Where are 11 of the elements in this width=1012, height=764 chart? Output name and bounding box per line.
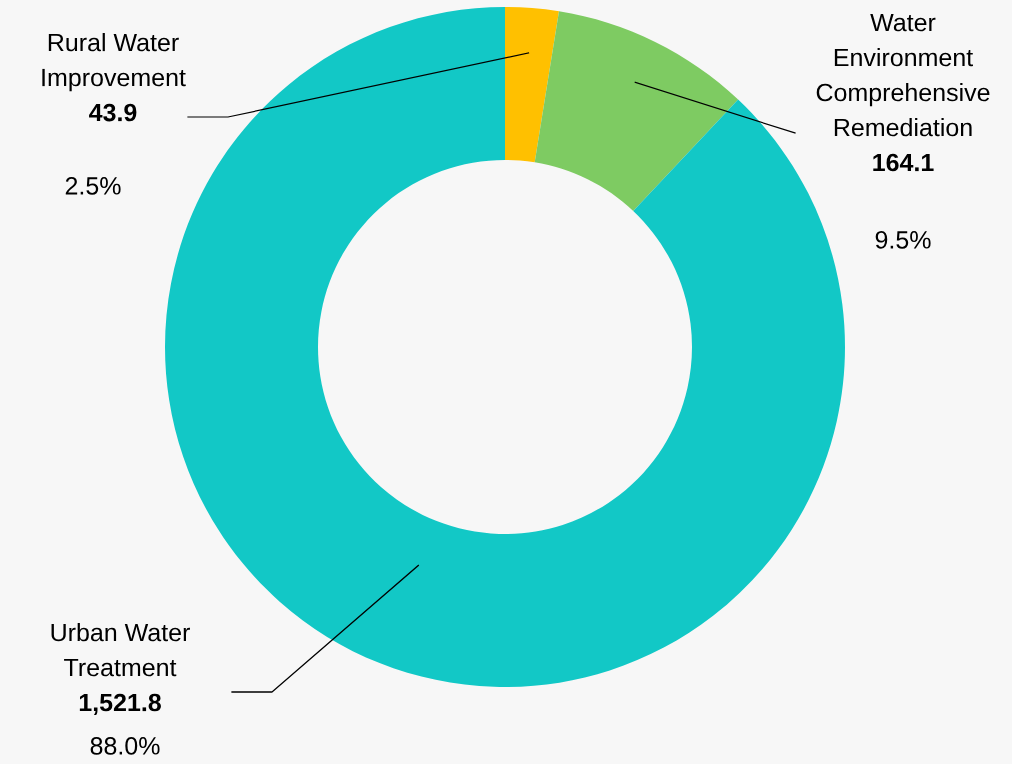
data-label: 1,521.8 <box>79 693 161 715</box>
slice-label: Rural Water Improvement <box>42 33 186 92</box>
donut-slice <box>534 11 739 211</box>
donut-slice <box>505 7 559 163</box>
slice-label: Water Environment Comprehensive Remediation <box>816 13 990 137</box>
text: 88.0% <box>90 737 160 755</box>
text: 2.5% <box>65 177 121 195</box>
data-label: 43.9 <box>89 103 137 122</box>
slice-label: Urban Water Treatment <box>51 623 190 677</box>
data-label: 164.1 <box>873 153 934 172</box>
text: 9.5% <box>875 231 931 249</box>
